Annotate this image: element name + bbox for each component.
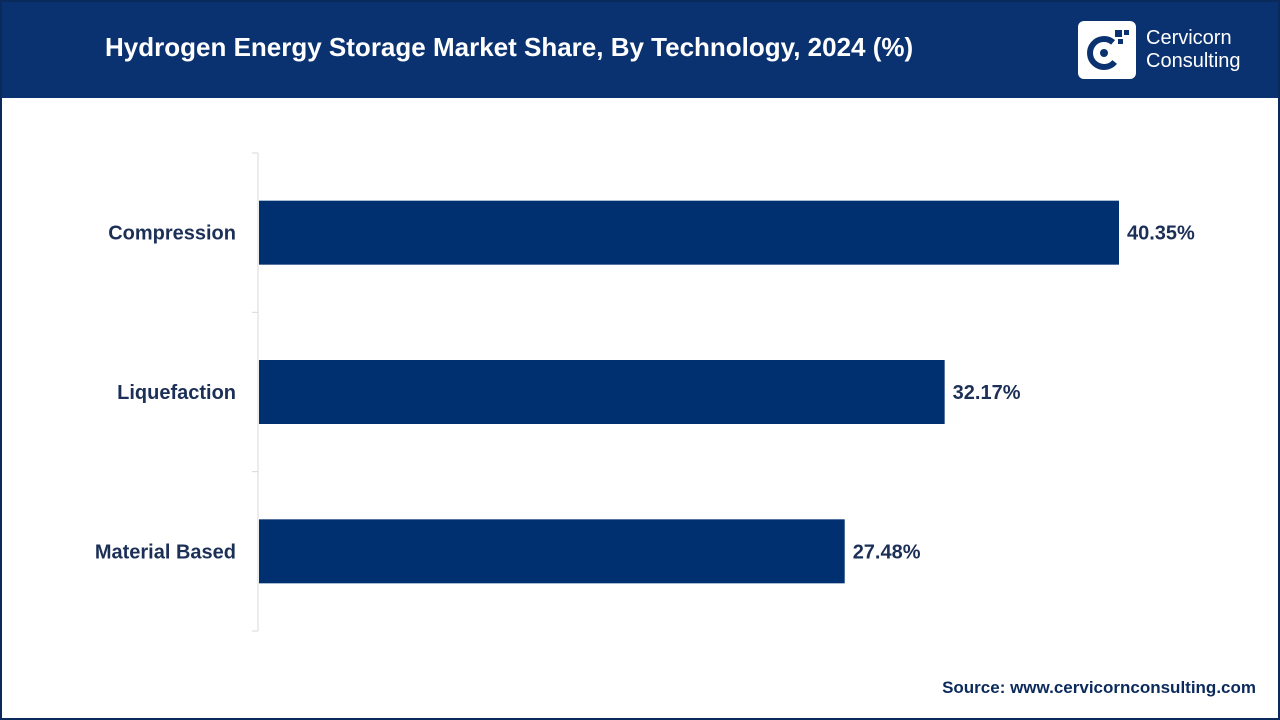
value-label: 27.48% bbox=[853, 541, 921, 563]
brand-name: Cervicorn Consulting bbox=[1146, 27, 1241, 73]
brand-logo: Cervicorn Consulting bbox=[1078, 21, 1258, 81]
header-banner: Hydrogen Energy Storage Market Share, By… bbox=[2, 2, 1278, 98]
category-label: Compression bbox=[108, 223, 236, 245]
brand-line-1: Cervicorn bbox=[1146, 27, 1232, 49]
bar-liquefaction bbox=[259, 360, 945, 424]
brand-line-2: Consulting bbox=[1146, 50, 1241, 72]
category-label: Liquefaction bbox=[117, 382, 236, 404]
chart-title: Hydrogen Energy Storage Market Share, By… bbox=[105, 32, 914, 62]
source-note: Source: www.cervicornconsulting.com bbox=[942, 678, 1256, 697]
bar-chart: Compression 40.35% Liquefaction 32.17% Mater… bbox=[95, 152, 1195, 632]
brand-logo-icon bbox=[1078, 21, 1136, 79]
bar-compression bbox=[259, 200, 1119, 265]
value-label: 32.17% bbox=[953, 382, 1021, 404]
value-label: 40.35% bbox=[1127, 223, 1195, 245]
category-label: Material Based bbox=[95, 541, 236, 563]
bar-material-based bbox=[259, 519, 845, 584]
